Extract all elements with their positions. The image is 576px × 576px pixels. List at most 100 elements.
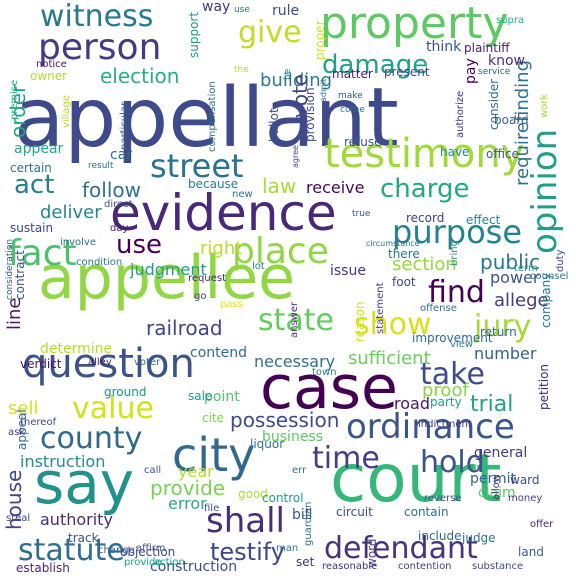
word: ask (8, 427, 26, 438)
word: result (88, 161, 114, 171)
word: substance (472, 561, 524, 572)
word: answer (289, 301, 300, 338)
word: contention (398, 561, 452, 572)
word: county (40, 421, 143, 456)
word: proper (313, 20, 327, 60)
word: consideration (5, 238, 15, 300)
word: possession (230, 408, 340, 432)
word: steal (6, 513, 31, 524)
word: building (260, 70, 333, 91)
word: alley (88, 357, 112, 368)
word: petition (537, 363, 551, 410)
word: support (187, 11, 201, 58)
word: reverse (424, 493, 462, 504)
word: voter (134, 357, 161, 368)
word: street (150, 147, 244, 185)
word: err (292, 465, 307, 476)
word: the (234, 65, 249, 75)
word: way (202, 0, 231, 15)
word: change (98, 545, 135, 556)
word: authority (40, 510, 113, 529)
word: affirm (136, 543, 166, 554)
word: contend (190, 345, 247, 361)
word: present (384, 65, 430, 79)
word: property (320, 0, 509, 49)
word: owner (30, 69, 68, 83)
word: establish (16, 561, 70, 575)
word: construction (150, 559, 238, 575)
word: because (188, 177, 239, 191)
word: track (68, 531, 99, 545)
word: allege (494, 290, 549, 311)
word: view (450, 339, 474, 350)
word: set (296, 555, 315, 569)
word: village (61, 95, 72, 128)
word: town (312, 367, 337, 378)
word: premise (9, 79, 20, 120)
word: go (194, 291, 207, 302)
word: guardian (303, 501, 314, 546)
word: condition (76, 257, 123, 268)
word: sell (8, 398, 39, 419)
word: time (312, 441, 380, 476)
word: receive (306, 178, 365, 197)
word: claim (478, 485, 516, 501)
word: offense (420, 303, 457, 314)
word: find (428, 275, 485, 310)
word: ordinance (346, 407, 515, 447)
word: appellant (14, 71, 399, 166)
word: election (100, 64, 180, 88)
word: refuse (344, 135, 382, 149)
word: point (204, 389, 240, 405)
word: error (168, 494, 207, 513)
word: control (262, 491, 304, 505)
word: man (276, 543, 299, 554)
word: permit (470, 471, 517, 487)
word: use (116, 230, 163, 260)
word: necessary (254, 352, 336, 371)
word: deliver (40, 202, 102, 223)
word: duty (555, 249, 566, 272)
word: bill (292, 507, 313, 523)
word: proof (422, 380, 469, 401)
word: reasonable (322, 561, 378, 572)
word: action (154, 557, 185, 568)
word: know (488, 53, 525, 69)
word: ballot (267, 108, 281, 142)
word: court (330, 440, 502, 517)
word: circuit (336, 505, 373, 519)
word: there (388, 247, 420, 261)
word: think (426, 39, 462, 55)
word: liquor (250, 437, 285, 451)
word: provision (303, 87, 317, 142)
word: take (420, 357, 485, 392)
word: direct (104, 199, 133, 210)
word: judgment (130, 260, 207, 279)
word: business (262, 429, 324, 445)
word: line (4, 297, 25, 330)
word: sustain (10, 221, 54, 235)
word: verdict (20, 357, 62, 371)
word: show (354, 307, 432, 342)
word: involve (60, 237, 97, 248)
word: railroad (146, 316, 223, 340)
word: ground (104, 385, 147, 399)
word: appellee (38, 243, 296, 313)
word: state (258, 303, 334, 338)
word: lot (252, 261, 265, 272)
word: pass (220, 299, 243, 310)
word: request (188, 273, 227, 284)
word: issue (330, 263, 366, 279)
word: certain (10, 161, 52, 175)
word: return (480, 325, 517, 339)
word: statute (18, 533, 125, 568)
word: make (338, 91, 363, 101)
word: compensation (207, 81, 218, 152)
word: testimony (324, 131, 525, 177)
word: general (474, 445, 528, 461)
word: hold (420, 445, 485, 480)
word: person (38, 27, 162, 68)
word: contain (404, 505, 449, 519)
word: determine (40, 341, 113, 357)
